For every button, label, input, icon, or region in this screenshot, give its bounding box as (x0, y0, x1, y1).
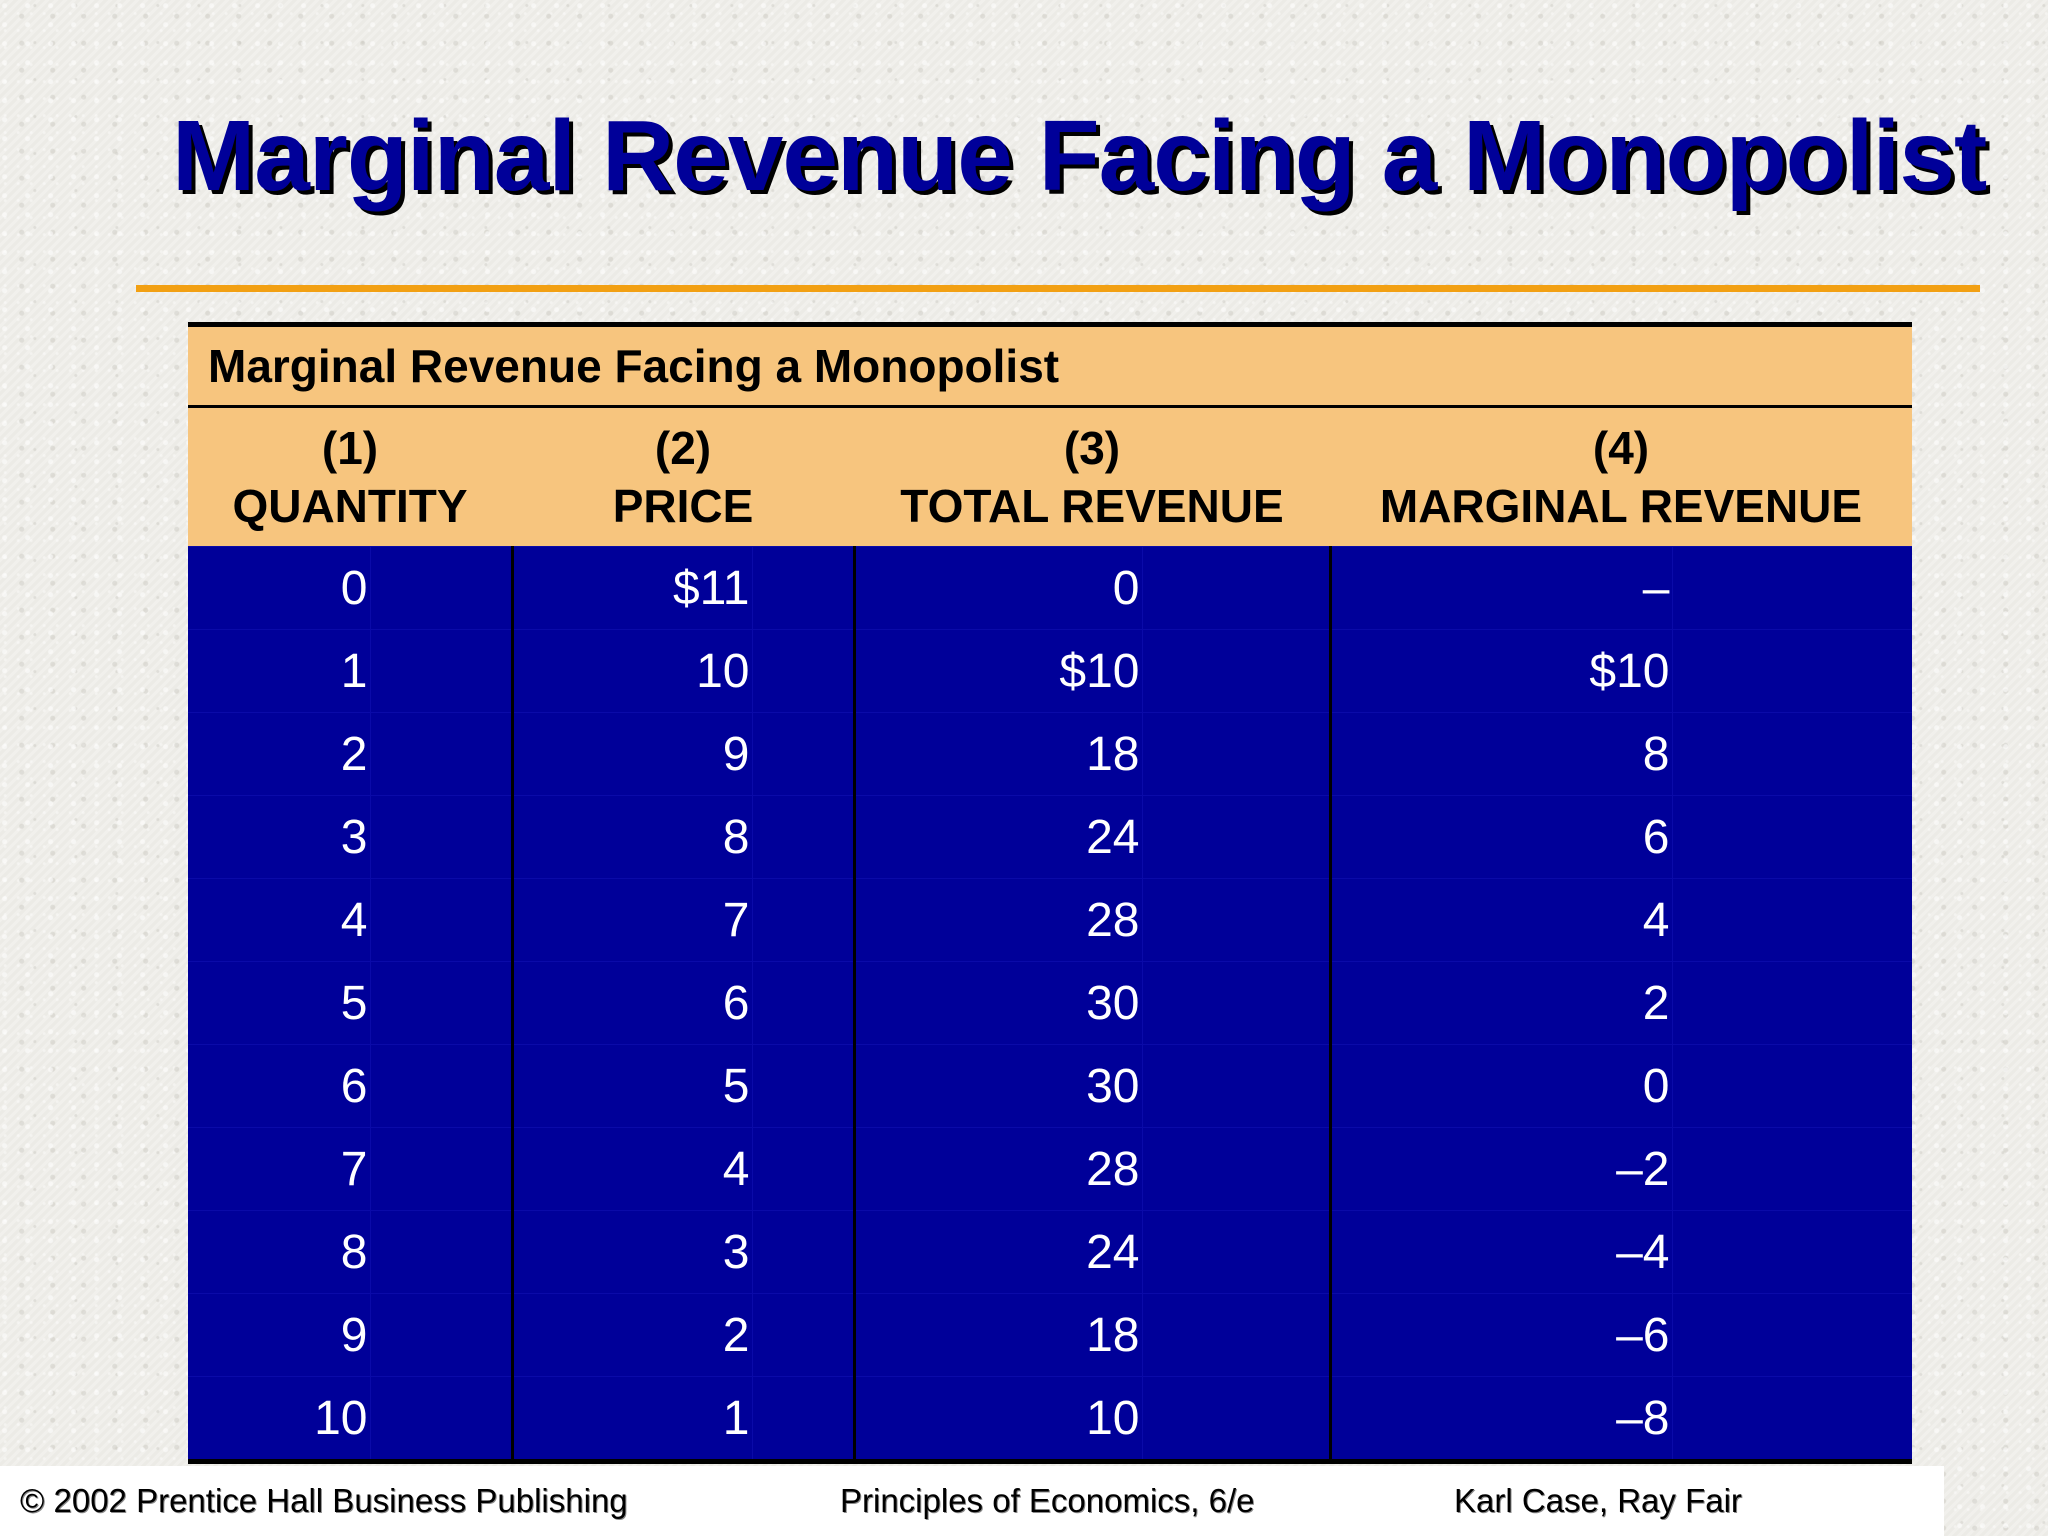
cell-total-revenue: 30 (852, 1044, 1142, 1128)
cell-marginal-revenue: – (1328, 546, 1672, 630)
cell-quantity: 9 (188, 1293, 370, 1377)
data-table-container: Marginal Revenue Facing a Monopolist (1)… (188, 322, 1912, 1464)
cell-quantity: 8 (188, 1210, 370, 1294)
cell-quantity: 10 (188, 1376, 370, 1464)
header-marginal-revenue-number: (4) (1592, 422, 1650, 474)
cell-marginal-revenue: 2 (1328, 961, 1672, 1045)
table-caption-row: Marginal Revenue Facing a Monopolist (188, 322, 1912, 408)
cell-marginal-revenue: –8 (1328, 1376, 1672, 1464)
cell-quantity: 5 (188, 961, 370, 1045)
cell-price: 6 (510, 961, 752, 1045)
cell-total-revenue: 28 (852, 878, 1142, 962)
cell-marginal-revenue: –6 (1328, 1293, 1672, 1377)
cell-price: 10 (510, 629, 752, 713)
table-row: 9 2 18 –6 (188, 1293, 1912, 1377)
cell-total-revenue: 30 (852, 961, 1142, 1045)
table-row: 7 4 28 –2 (188, 1127, 1912, 1211)
title-divider (136, 285, 1980, 292)
cell-total-revenue: 24 (852, 795, 1142, 879)
table-caption: Marginal Revenue Facing a Monopolist (188, 322, 1912, 408)
cell-marginal-revenue: –2 (1328, 1127, 1672, 1211)
cell-total-revenue: 0 (852, 546, 1142, 630)
cell-total-revenue: 18 (852, 1293, 1142, 1377)
header-quantity: (1) QUANTITY (188, 406, 512, 547)
header-price-number: (2) (654, 422, 712, 474)
cell-price: 3 (510, 1210, 752, 1294)
header-price: (2) PRICE (512, 406, 854, 547)
table-row: 4 7 28 4 (188, 878, 1912, 962)
cell-quantity: 6 (188, 1044, 370, 1128)
header-quantity-number: (1) (321, 422, 379, 474)
table-row: 3 8 24 6 (188, 795, 1912, 879)
cell-marginal-revenue: –4 (1328, 1210, 1672, 1294)
table-row: 2 9 18 8 (188, 712, 1912, 796)
marginal-revenue-table: Marginal Revenue Facing a Monopolist (1)… (188, 322, 1912, 1464)
slide-footer: © 2002 Prentice Hall Business Publishing… (0, 1466, 1944, 1536)
header-quantity-label: QUANTITY (232, 480, 468, 532)
cell-total-revenue: 18 (852, 712, 1142, 796)
cell-price: $11 (510, 546, 752, 630)
header-total-revenue-label: TOTAL REVENUE (900, 480, 1284, 532)
header-marginal-revenue: (4) MARGINAL REVENUE (1330, 406, 1912, 547)
table-row: 8 3 24 –4 (188, 1210, 1912, 1294)
cell-total-revenue: $10 (852, 629, 1142, 713)
cell-price: 1 (510, 1376, 752, 1464)
table-row: 1 10 $10 $10 (188, 629, 1912, 713)
cell-price: 5 (510, 1044, 752, 1128)
table-row: 5 6 30 2 (188, 961, 1912, 1045)
table-row: 6 5 30 0 (188, 1044, 1912, 1128)
cell-price: 9 (510, 712, 752, 796)
cell-quantity: 7 (188, 1127, 370, 1211)
cell-marginal-revenue: 4 (1328, 878, 1672, 962)
footer-book-title: Principles of Economics, 6/e (840, 1482, 1255, 1519)
cell-marginal-revenue: 0 (1328, 1044, 1672, 1128)
cell-quantity: 0 (188, 546, 370, 630)
cell-marginal-revenue: $10 (1328, 629, 1672, 713)
header-marginal-revenue-label: MARGINAL REVENUE (1379, 480, 1863, 532)
cell-total-revenue: 24 (852, 1210, 1142, 1294)
cell-quantity: 3 (188, 795, 370, 879)
cell-price: 4 (510, 1127, 752, 1211)
cell-quantity: 1 (188, 629, 370, 713)
table-header-row: (1) QUANTITY (2) PRICE (3) TOTAL REVENUE… (188, 406, 1912, 547)
header-price-label: PRICE (612, 480, 754, 532)
slide-title: Marginal Revenue Facing a Monopolist (172, 100, 1987, 212)
cell-price: 8 (510, 795, 752, 879)
table-row: 10 1 10 –8 (188, 1376, 1912, 1464)
cell-total-revenue: 28 (852, 1127, 1142, 1211)
cell-price: 7 (510, 878, 752, 962)
cell-quantity: 2 (188, 712, 370, 796)
cell-marginal-revenue: 6 (1328, 795, 1672, 879)
cell-marginal-revenue: 8 (1328, 712, 1672, 796)
cell-price: 2 (510, 1293, 752, 1377)
header-total-revenue-number: (3) (1063, 422, 1121, 474)
footer-copyright: © 2002 Prentice Hall Business Publishing (20, 1482, 628, 1519)
header-total-revenue: (3) TOTAL REVENUE (854, 406, 1330, 547)
table-row: 0 $11 0 – (188, 546, 1912, 630)
cell-quantity: 4 (188, 878, 370, 962)
cell-total-revenue: 10 (852, 1376, 1142, 1464)
footer-authors: Karl Case, Ray Fair (1454, 1482, 1742, 1519)
